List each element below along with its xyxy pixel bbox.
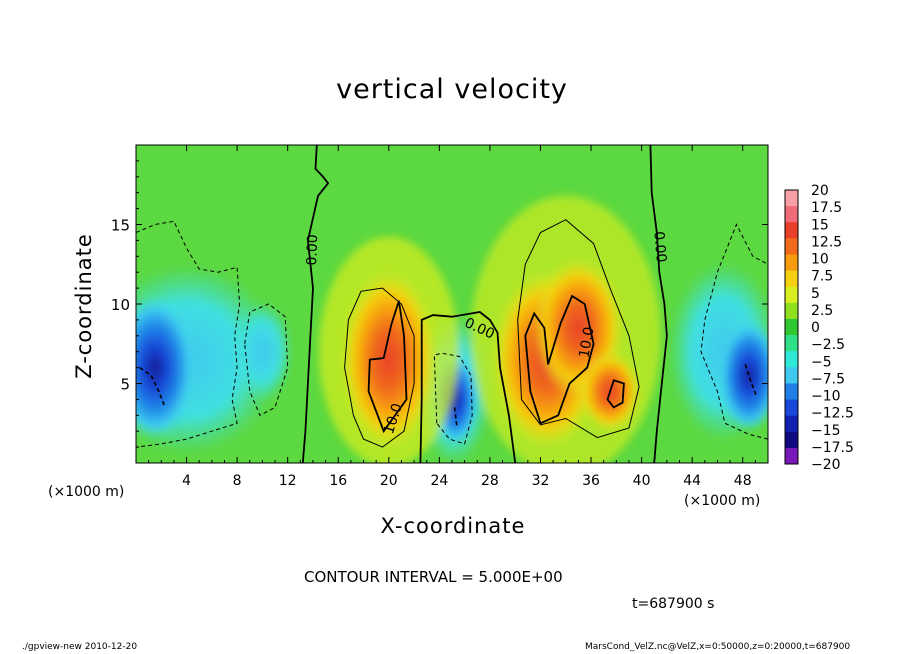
colorbar-label: −20 xyxy=(811,457,841,473)
x-tick-label: 8 xyxy=(233,473,242,489)
colorbar-segment xyxy=(785,318,798,336)
contour-label: 0.00 xyxy=(304,234,321,266)
contour-ten-x20 xyxy=(367,300,408,434)
x-tick-label: 48 xyxy=(734,473,752,489)
contour-neg10-right xyxy=(744,364,758,397)
x-axis-label: X-coordinate xyxy=(0,514,904,538)
contour-label: 0.00 xyxy=(650,231,669,263)
colorbar-segment xyxy=(785,222,798,239)
colorbar-segment xyxy=(785,302,798,320)
colorbar-segment xyxy=(785,254,798,271)
colorbar-label: 17.5 xyxy=(811,200,842,216)
contour-neg5-center xyxy=(433,352,473,445)
colorbar-label: −17.5 xyxy=(811,440,854,456)
contour-zero-x14 xyxy=(301,145,330,463)
contour-neg10-center xyxy=(453,407,458,429)
colorbar-label: 7.5 xyxy=(811,269,833,285)
colorbar-label: −7.5 xyxy=(811,371,845,387)
contour-zero-x41 xyxy=(649,145,668,463)
colorbar-frame xyxy=(784,189,799,465)
colorbar-label: 5 xyxy=(811,286,820,302)
chart-title: vertical velocity xyxy=(336,74,568,105)
colorbar-segment xyxy=(785,206,798,223)
colorbar-label: −10 xyxy=(811,389,841,405)
colorbar-segment xyxy=(785,286,798,304)
x-unit-label-left: (×1000 m) xyxy=(48,484,125,500)
x-unit-label-right: (×1000 m) xyxy=(684,493,761,509)
contour-zero-center xyxy=(419,311,517,463)
colorbar-segment xyxy=(785,447,798,465)
contour-five-x34 xyxy=(517,219,640,439)
colorbar-label: −12.5 xyxy=(811,406,854,422)
colorbar-label: 0 xyxy=(811,320,820,336)
colorbar-label: −2.5 xyxy=(811,337,845,353)
x-tick-label: 40 xyxy=(633,473,651,489)
colorbar-segment xyxy=(785,270,798,288)
field-cyan-x10 xyxy=(232,301,293,402)
colorbar-label: 10 xyxy=(811,252,829,268)
contour-neg5-left xyxy=(136,220,241,448)
x-tick-label: 24 xyxy=(430,473,448,489)
colorbar-segment xyxy=(785,351,798,368)
colorbar-segment xyxy=(785,415,798,433)
colorbar-segment xyxy=(785,238,798,255)
colorbar-label: −5 xyxy=(811,354,832,370)
contour-neg10-left xyxy=(139,366,166,408)
contour-label-group: 0.00 xyxy=(304,234,321,266)
contour-label-group: 0.00 xyxy=(650,231,669,263)
colorbar-label: 12.5 xyxy=(811,234,842,250)
colorbar-label: −15 xyxy=(811,423,841,439)
contour-ten-x38 xyxy=(606,379,625,409)
x-tick-label: 28 xyxy=(481,473,499,489)
colorbar-label: 2.5 xyxy=(811,303,833,319)
y-tick-label: 5 xyxy=(120,376,130,394)
colorbar-segment xyxy=(785,335,798,352)
contour-label: 10.0 xyxy=(576,326,597,359)
colorbar-segment xyxy=(785,383,798,400)
footer-right-text: MarsCond_VelZ.nc@VelZ,x=0:50000,z=0:2000… xyxy=(585,642,851,652)
footer-left-text: ./gpview-new 2010-12-20 xyxy=(22,642,138,652)
field-updraft-x20 xyxy=(340,269,437,450)
contour-label-group: 10.0 xyxy=(576,326,597,359)
y-tick-label: 10 xyxy=(111,296,130,314)
contour-five-x20 xyxy=(344,287,415,448)
colorbar-label: 15 xyxy=(811,217,829,233)
time-text: t=687900 s xyxy=(632,596,715,612)
colorbar-segment xyxy=(785,399,798,417)
contour-interval-text: CONTOUR INTERVAL = 5.000E+00 xyxy=(304,568,563,586)
colorbar-segment xyxy=(785,431,798,449)
x-tick-label: 16 xyxy=(329,473,347,489)
colorbar-segment xyxy=(785,190,798,207)
x-tick-label: 4 xyxy=(182,473,191,489)
contour-ten-x33 xyxy=(524,294,595,425)
field-downdraft-left xyxy=(136,297,195,438)
x-tick-label: 20 xyxy=(380,473,398,489)
colorbar-segment xyxy=(785,367,798,384)
colorbar-label: 20 xyxy=(811,183,829,199)
x-tick-label: 36 xyxy=(582,473,600,489)
field-downdraft-right xyxy=(719,320,768,431)
x-tick-label: 12 xyxy=(279,473,297,489)
x-tick-label: 44 xyxy=(683,473,701,489)
y-tick-label: 15 xyxy=(111,217,130,235)
x-tick-label: 32 xyxy=(532,473,550,489)
x-axis-label-text: X-coordinate xyxy=(380,514,526,538)
